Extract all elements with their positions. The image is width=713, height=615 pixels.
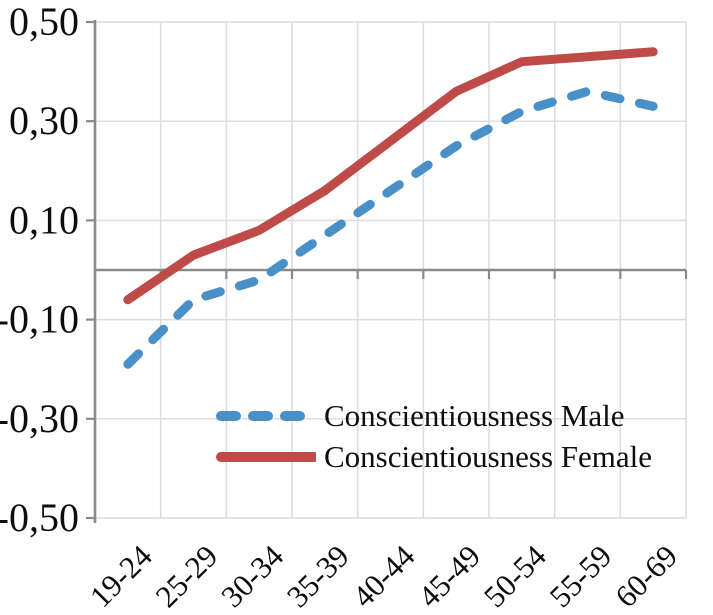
y-tick-label: 0,10 [9, 197, 79, 242]
x-tick-label: 25-29 [149, 538, 225, 614]
y-tick-label: -0,10 [0, 297, 79, 342]
series-line-female [123, 47, 658, 305]
legend-item-male: Conscientiousness Male [216, 395, 652, 436]
female-solid-line-sample-icon [216, 451, 316, 462]
legend-item-female: Conscientiousness Female [216, 436, 652, 477]
y-tick-label: 0,50 [9, 0, 79, 44]
x-tick-label: 19-24 [83, 538, 159, 614]
series-line-male [123, 86, 658, 369]
legend-label-male: Conscientiousness Male [324, 398, 625, 433]
x-tick-label: 50-54 [477, 538, 553, 614]
y-tick-label: 0,30 [9, 98, 79, 143]
x-tick-label: 55-59 [543, 538, 619, 614]
chart-legend: Conscientiousness Male Conscientiousness… [216, 395, 652, 477]
y-tick-label: -0,50 [0, 495, 79, 540]
y-tick-label: -0,30 [0, 396, 79, 441]
male-dashed-line-sample-icon [216, 410, 313, 421]
x-tick-label: 60-69 [608, 538, 684, 614]
x-tick-label: 45-49 [411, 538, 487, 614]
x-tick-label: 30-34 [214, 538, 290, 614]
x-tick-label: 35-39 [280, 538, 356, 614]
legend-label-female: Conscientiousness Female [324, 439, 653, 474]
x-tick-label: 40-44 [346, 538, 422, 614]
